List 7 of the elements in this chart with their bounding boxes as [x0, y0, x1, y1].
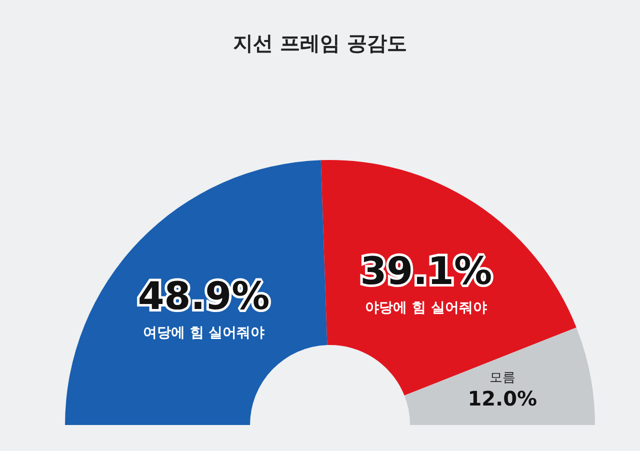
chart-title: 지선 프레임 공감도 — [233, 31, 407, 55]
data-label: 12.0% — [468, 386, 538, 411]
slice-label: 야당에 힘 실어줘야 — [365, 300, 487, 316]
data-label: 48.9% — [138, 274, 270, 318]
data-label: 39.1% — [360, 249, 492, 294]
slice-label: 모름 — [489, 370, 516, 386]
slice-label: 여당에 힘 실어줘야 — [142, 325, 265, 342]
